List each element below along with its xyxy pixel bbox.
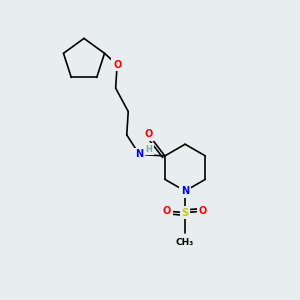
- Text: O: O: [199, 206, 207, 216]
- Text: O: O: [113, 60, 121, 70]
- Text: N: N: [181, 186, 189, 196]
- Text: H: H: [146, 145, 152, 154]
- Text: CH₃: CH₃: [176, 238, 194, 247]
- Text: N: N: [135, 149, 143, 159]
- Text: O: O: [163, 206, 171, 216]
- Text: O: O: [144, 129, 152, 139]
- Text: S: S: [182, 208, 189, 218]
